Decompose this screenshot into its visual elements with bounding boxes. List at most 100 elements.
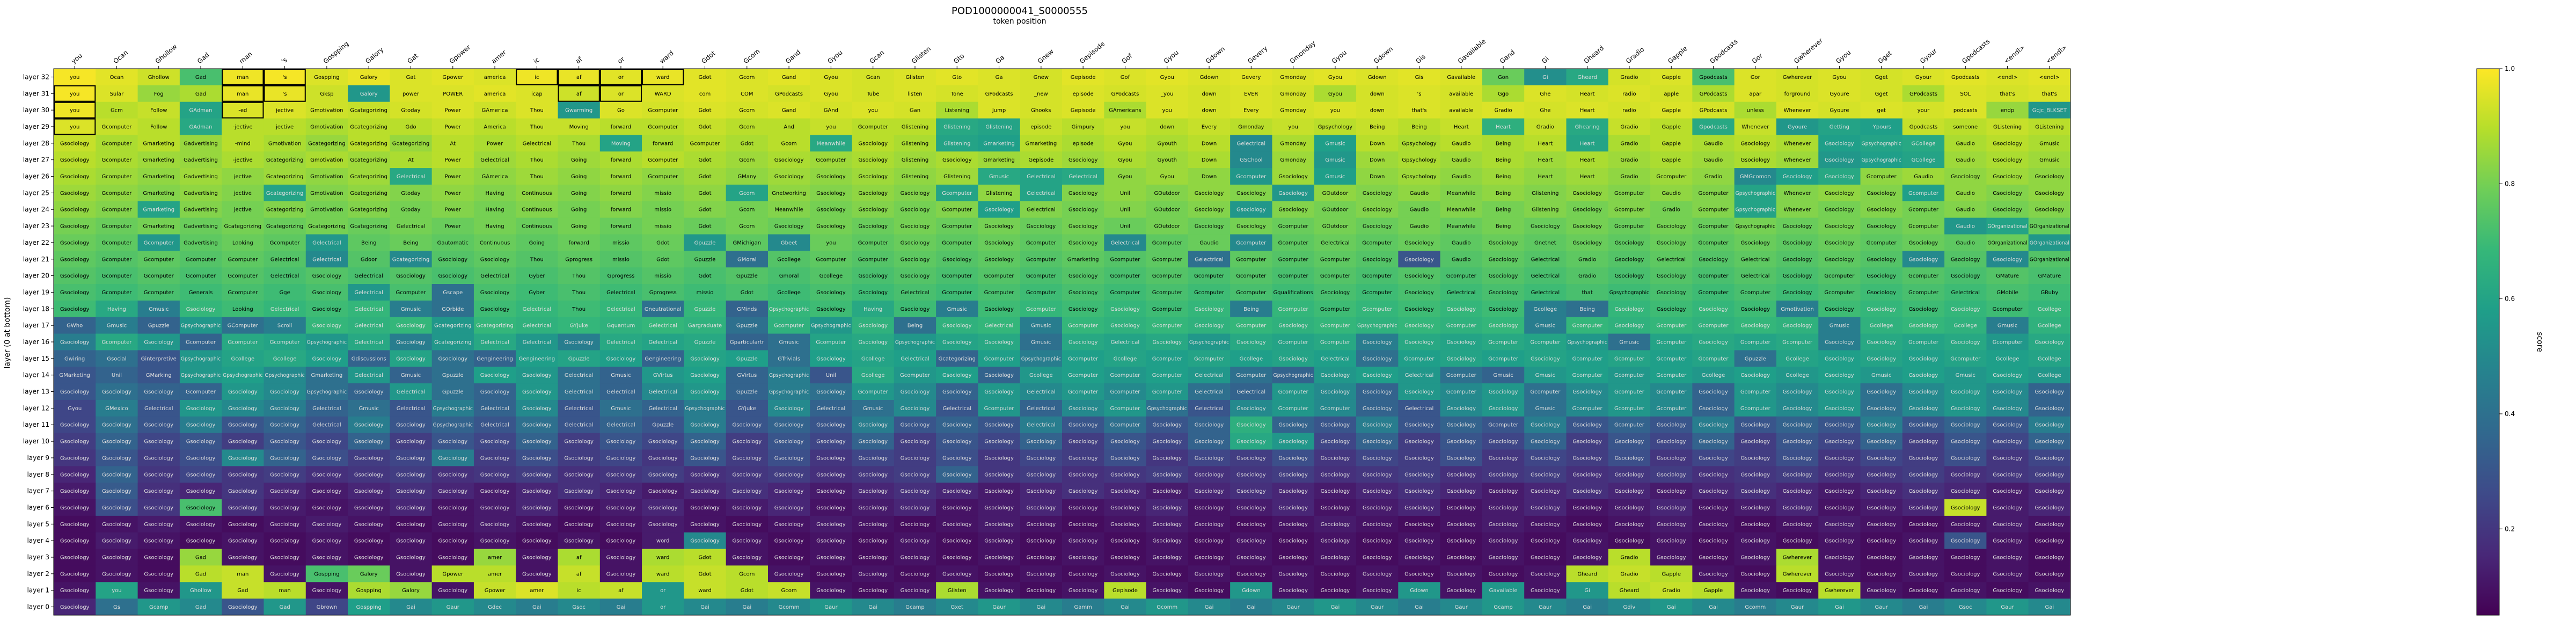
cell-label: Gcategorizing xyxy=(266,207,304,213)
heatmap-cell xyxy=(978,234,1021,251)
cell-label: GComputer xyxy=(228,323,259,329)
cell-label: Gcomputer xyxy=(942,290,972,296)
cell-label: Gdot xyxy=(656,257,669,262)
cell-label: Gsociology xyxy=(1572,207,1602,213)
cell-label: Glistening xyxy=(985,191,1012,196)
heatmap-cell xyxy=(1020,101,1063,119)
cell-label: Gsociology xyxy=(942,157,972,163)
cell-label: Gsociology xyxy=(1236,555,1266,561)
heatmap-cell xyxy=(516,168,558,185)
heatmap-cell xyxy=(1272,201,1315,218)
cell-label: Gsociology xyxy=(228,538,258,544)
cell-label: Heart xyxy=(1496,124,1511,130)
cell-label: man xyxy=(237,75,248,81)
cell-label: Gcomputer xyxy=(1656,340,1687,346)
cell-label: Gmarketing xyxy=(143,224,174,230)
cell-label: Whenever xyxy=(1784,207,1812,213)
cell-label: Gsociology xyxy=(858,538,888,544)
x-tick-label: Gget xyxy=(1877,49,1893,65)
cell-label: Gdown xyxy=(1200,75,1219,81)
cell-label: At xyxy=(408,157,414,163)
cell-label: Gsociology xyxy=(1699,389,1728,395)
heatmap-cell xyxy=(599,234,642,251)
heatmap-cell xyxy=(1398,101,1441,119)
cell-label: Gsociology xyxy=(1195,455,1224,461)
cell-label: Heart xyxy=(1580,108,1595,114)
cell-label: Gelectrical xyxy=(397,406,426,412)
heatmap-cell xyxy=(978,85,1021,103)
heatmap-cell xyxy=(1482,184,1525,202)
cell-label: Gaur xyxy=(1371,604,1384,610)
cell-label: GRuby xyxy=(2040,290,2058,296)
heatmap-cell xyxy=(1104,234,1147,251)
cell-label: Gcomputer xyxy=(144,290,174,296)
cell-label: Gnew xyxy=(1034,75,1049,81)
cell-label: Gsociology xyxy=(186,505,216,511)
heatmap-cell xyxy=(1314,201,1357,218)
cell-label: Gsociology xyxy=(1825,455,1854,461)
cell-label: Gsociology xyxy=(354,472,384,478)
cell-label: Gsociology xyxy=(480,488,510,494)
cell-label: Gsociology xyxy=(102,522,131,528)
cell-label: Gelectrical xyxy=(1027,422,1056,428)
cell-label: Continuous xyxy=(522,207,552,213)
cell-label: Gsociology xyxy=(396,340,426,346)
cell-label: Gpsychographic xyxy=(1189,340,1229,346)
cell-label: Glisten xyxy=(906,75,925,81)
cell-label: Gsociology xyxy=(1489,571,1518,577)
cell-label: Gdot xyxy=(698,224,711,230)
cell-label: Gad xyxy=(279,604,290,610)
cell-label: Gsociology xyxy=(312,522,342,528)
heatmap-cell xyxy=(1398,217,1441,235)
cell-label: Gcomputer xyxy=(1026,307,1057,312)
cell-label: Gmusic xyxy=(2039,141,2059,147)
cell-label: Down xyxy=(1370,157,1385,163)
heatmap-cell xyxy=(1524,201,1567,218)
cell-label: Gget xyxy=(1875,91,1888,97)
cell-label: missio xyxy=(654,207,671,213)
heatmap-cell xyxy=(642,168,684,185)
heatmap-cell xyxy=(305,217,348,235)
cell-label: Gsociology xyxy=(1909,455,1938,461)
cell-label: Gcomputer xyxy=(1572,356,1603,362)
heatmap-cell xyxy=(1314,217,1357,235)
cell-label: Being xyxy=(1496,207,1511,213)
heatmap-cell xyxy=(1104,151,1147,169)
cell-label: Gsociology xyxy=(1993,505,2022,511)
cell-label: Gwherever xyxy=(1783,555,1813,561)
cell-label: Gwarming xyxy=(565,108,592,114)
cell-label: Gsociology xyxy=(1993,141,2022,147)
cell-label: or xyxy=(618,91,624,97)
cell-label: Gcomputer xyxy=(1068,389,1099,395)
cell-label: Gsociology xyxy=(1572,240,1602,246)
cell-label: Gsociology xyxy=(1699,439,1728,445)
cell-label: Gcomputer xyxy=(101,257,132,262)
cell-label: GMinds xyxy=(737,307,757,312)
heatmap-cell xyxy=(1776,69,1819,86)
heatmap-cell xyxy=(1860,101,1903,119)
cell-label: Gpuzzle xyxy=(568,356,590,362)
heatmap-cell xyxy=(473,168,516,185)
heatmap-cell xyxy=(1188,85,1231,103)
cell-label: Gcomputer xyxy=(101,290,132,296)
cell-label: Gsoc xyxy=(1959,604,1972,610)
cell-label: Gsociology xyxy=(60,257,90,262)
cell-label: Gcollege xyxy=(861,373,885,378)
cell-label: Gaudio xyxy=(1410,224,1429,230)
cell-label: Ghooks xyxy=(1031,108,1051,114)
heatmap-cell xyxy=(1230,135,1272,152)
cell-label: Gcomputer xyxy=(648,124,678,130)
cell-label: Gsociology xyxy=(858,141,888,147)
cell-label: Gsociology xyxy=(1740,538,1770,544)
cell-label: Gcomputer xyxy=(1278,257,1309,262)
cell-label: Gsociology xyxy=(1909,472,1938,478)
cell-label: Gsociology xyxy=(901,439,930,445)
cell-label: Gsociology xyxy=(228,455,258,461)
cell-label: Gcomputer xyxy=(1699,273,1729,279)
cell-label: Gsociology xyxy=(984,472,1014,478)
cell-label: Gsociology xyxy=(1236,422,1266,428)
cell-label: Glistening xyxy=(902,141,928,147)
cell-label: Galory xyxy=(402,588,420,594)
cell-label: Gelectrical xyxy=(144,406,173,412)
x-tick-label: Gand xyxy=(784,48,802,65)
